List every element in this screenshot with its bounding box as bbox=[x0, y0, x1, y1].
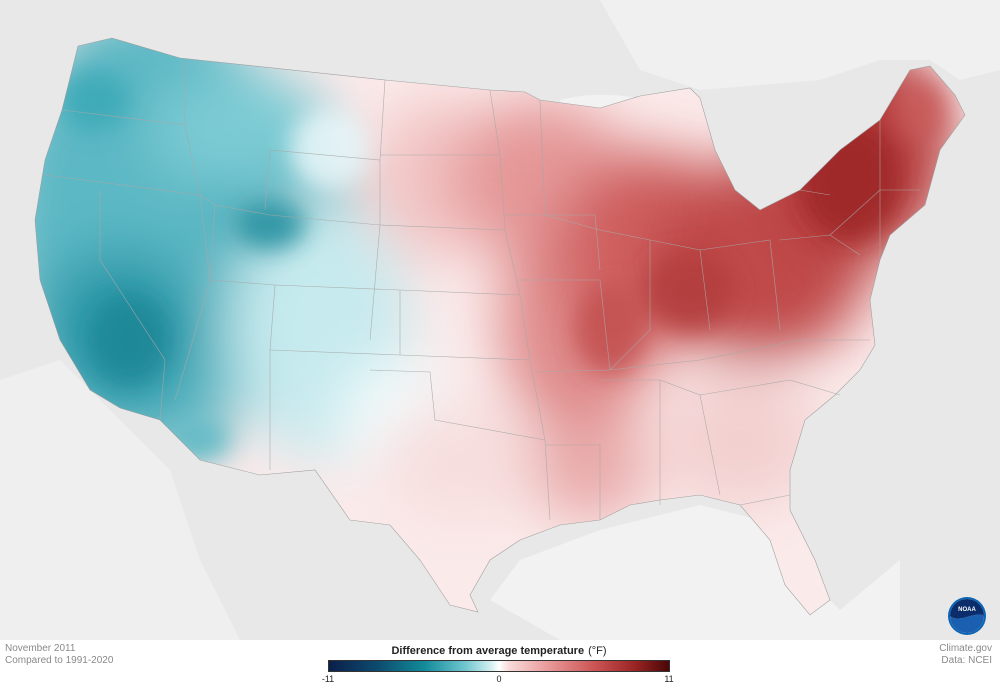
legend-tick-min: -11 bbox=[321, 674, 335, 684]
color-legend: Difference from average temperature (°F) … bbox=[322, 644, 674, 686]
map-footer: November 2011 Compared to 1991-2020 Diff… bbox=[0, 640, 1000, 690]
map-metadata: November 2011 Compared to 1991-2020 bbox=[5, 643, 113, 667]
period-label: November 2011 bbox=[5, 643, 76, 654]
legend-unit: (°F) bbox=[588, 645, 607, 657]
legend-tick-max: 11 bbox=[664, 674, 674, 684]
legend-tick-zero: 0 bbox=[496, 674, 502, 684]
baseline-label: Compared to 1991-2020 bbox=[5, 655, 114, 666]
noaa-logo-text: NOAA bbox=[958, 607, 976, 613]
legend-color-bar bbox=[328, 660, 670, 672]
legend-ticks: -11 0 11 bbox=[322, 672, 674, 686]
canada-northeast bbox=[600, 0, 1000, 90]
map-credits: Climate.gov Data: NCEI bbox=[939, 643, 992, 667]
pacific-ocean bbox=[0, 360, 240, 640]
legend-title: Difference from average temperature (°F) bbox=[328, 644, 670, 659]
state-boundaries bbox=[34, 37, 966, 616]
map-svg: NOAA bbox=[0, 0, 1000, 640]
noaa-logo: NOAA bbox=[948, 597, 986, 635]
gulf-of-mexico bbox=[490, 505, 900, 640]
temperature-anomaly-map: NOAA bbox=[0, 0, 1000, 640]
credit-site: Climate.gov bbox=[939, 643, 992, 654]
credit-data-source: Data: NCEI bbox=[941, 655, 992, 666]
legend-title-text: Difference from average temperature bbox=[391, 645, 585, 657]
